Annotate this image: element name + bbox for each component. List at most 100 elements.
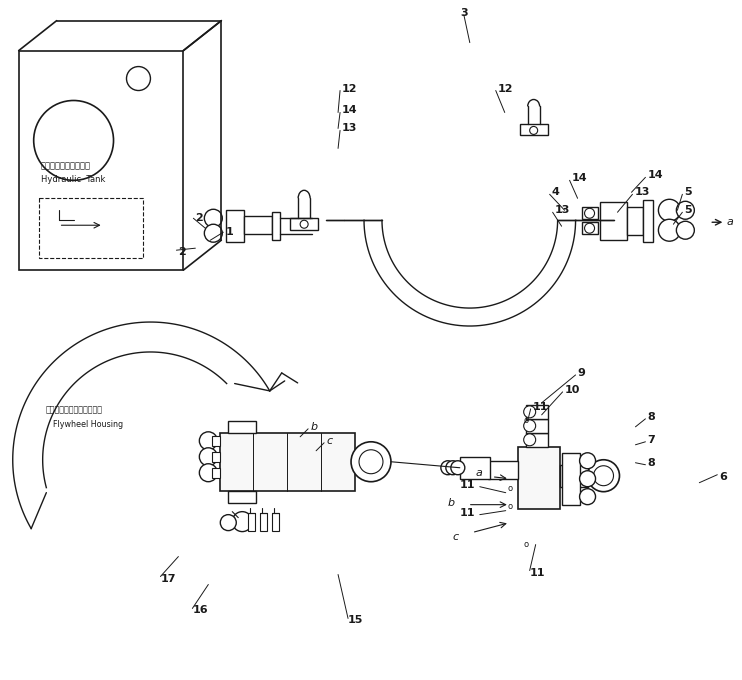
- Circle shape: [588, 460, 620, 492]
- Bar: [487, 461, 518, 479]
- Text: 13: 13: [342, 124, 358, 133]
- Circle shape: [677, 201, 695, 219]
- Text: 7: 7: [648, 435, 655, 445]
- Bar: [226, 210, 244, 242]
- Circle shape: [658, 199, 680, 221]
- Text: 14: 14: [342, 105, 358, 116]
- Bar: [519, 124, 548, 135]
- Circle shape: [580, 471, 596, 487]
- Text: 16: 16: [192, 605, 208, 615]
- Circle shape: [580, 489, 596, 505]
- Circle shape: [580, 453, 596, 469]
- Text: 14: 14: [648, 170, 663, 180]
- Bar: [460, 457, 490, 479]
- Bar: [559, 464, 588, 487]
- Bar: [525, 419, 548, 432]
- Circle shape: [220, 515, 236, 530]
- Bar: [582, 207, 597, 219]
- Text: Flywheel Housing: Flywheel Housing: [53, 420, 122, 429]
- Circle shape: [658, 219, 680, 241]
- Text: b: b: [448, 498, 455, 508]
- Text: 2: 2: [195, 214, 203, 223]
- Text: o: o: [508, 483, 513, 493]
- Text: 11: 11: [533, 402, 548, 412]
- Text: c: c: [453, 532, 459, 541]
- Text: 2: 2: [178, 247, 186, 257]
- Bar: [229, 421, 256, 432]
- Circle shape: [301, 220, 308, 228]
- Bar: [628, 207, 643, 235]
- Circle shape: [451, 461, 464, 475]
- Bar: [290, 218, 318, 231]
- Circle shape: [200, 464, 217, 481]
- Text: 17: 17: [160, 573, 176, 583]
- Text: 8: 8: [648, 458, 655, 468]
- Bar: [229, 491, 256, 503]
- Circle shape: [585, 223, 594, 233]
- Bar: [260, 513, 267, 530]
- Bar: [272, 513, 279, 530]
- Bar: [272, 212, 280, 240]
- Text: a: a: [476, 468, 482, 478]
- Text: 5: 5: [684, 187, 692, 197]
- Text: 11: 11: [530, 568, 545, 577]
- Circle shape: [524, 406, 536, 418]
- Text: 10: 10: [565, 385, 580, 395]
- Bar: [600, 202, 628, 240]
- Circle shape: [585, 208, 594, 218]
- Text: b: b: [310, 422, 318, 432]
- Circle shape: [204, 209, 223, 227]
- Bar: [212, 452, 220, 462]
- Text: 3: 3: [460, 7, 467, 18]
- Text: 8: 8: [648, 412, 655, 422]
- Text: o: o: [524, 416, 529, 425]
- Circle shape: [446, 461, 460, 475]
- Text: フライホイルハウジング：: フライホイルハウジング：: [46, 406, 102, 415]
- Circle shape: [594, 466, 614, 486]
- Circle shape: [441, 461, 455, 475]
- Text: ハイドロリックタンク: ハイドロリックタンク: [41, 161, 91, 171]
- Text: 12: 12: [342, 84, 358, 94]
- Circle shape: [530, 126, 538, 135]
- Bar: [19, 50, 183, 270]
- Text: 12: 12: [498, 84, 513, 94]
- Text: o: o: [524, 539, 529, 549]
- Bar: [562, 453, 580, 505]
- Bar: [39, 199, 143, 258]
- Circle shape: [200, 432, 217, 449]
- Bar: [582, 222, 597, 234]
- Circle shape: [232, 511, 252, 532]
- Text: 5: 5: [684, 205, 692, 216]
- Text: 13: 13: [554, 205, 570, 216]
- Text: Hydraulic  Tank: Hydraulic Tank: [41, 175, 105, 184]
- Circle shape: [524, 434, 536, 446]
- Bar: [249, 513, 255, 530]
- Text: 4: 4: [551, 187, 559, 197]
- Circle shape: [33, 101, 114, 180]
- Circle shape: [126, 67, 151, 90]
- Text: 1: 1: [226, 227, 233, 237]
- Text: c: c: [326, 436, 332, 446]
- Text: 11: 11: [460, 508, 476, 517]
- Bar: [525, 432, 548, 447]
- Bar: [643, 201, 654, 242]
- Bar: [212, 436, 220, 446]
- Circle shape: [351, 442, 391, 481]
- Bar: [525, 405, 548, 419]
- Bar: [244, 216, 272, 234]
- Bar: [212, 468, 220, 478]
- Text: 9: 9: [577, 368, 585, 378]
- Text: 15: 15: [348, 615, 364, 626]
- Circle shape: [204, 224, 223, 242]
- Text: 14: 14: [571, 173, 587, 184]
- Text: 11: 11: [460, 479, 476, 490]
- Text: 6: 6: [719, 472, 727, 481]
- Circle shape: [524, 420, 536, 432]
- Bar: [518, 447, 559, 509]
- Text: o: o: [508, 502, 513, 511]
- Bar: [220, 432, 355, 491]
- Circle shape: [359, 449, 383, 474]
- Text: 13: 13: [634, 187, 650, 197]
- Text: a: a: [726, 217, 733, 227]
- Circle shape: [677, 221, 695, 239]
